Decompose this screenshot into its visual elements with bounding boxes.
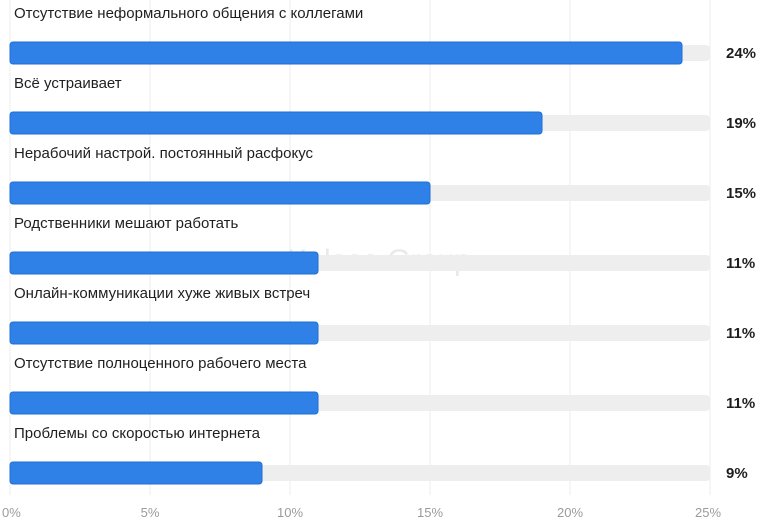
value-label: 11% [726, 255, 755, 272]
bar-row: Отсутствие полноценного рабочего места 11… [9, 355, 755, 415]
bar [9, 111, 543, 135]
value-label: 11% [726, 395, 755, 412]
bar [9, 461, 263, 485]
bar [9, 251, 319, 275]
category-label: Родственники мешают работать [14, 215, 239, 232]
category-label: Всё устраивает [14, 75, 122, 92]
value-label: 19% [726, 115, 756, 132]
bars: Отсутствие неформального общения с колле… [9, 5, 756, 485]
bar [9, 181, 431, 205]
category-label: Отсутствие полноценного рабочего места [14, 355, 307, 372]
value-label: 15% [726, 185, 756, 202]
category-label: Проблемы со скоростью интернета [14, 425, 261, 442]
x-tick-label: 25% [695, 505, 721, 520]
value-label: 9% [726, 465, 748, 482]
x-tick-label: 0% [2, 505, 21, 520]
bar-row: Нерабочий настрой. постоянный расфокус 15… [9, 145, 756, 205]
bar-row: Отсутствие неформального общения с колле… [9, 5, 756, 65]
bar-row: Родственники мешают работать 11% [9, 215, 755, 275]
value-label: 24% [726, 45, 756, 62]
bar [9, 391, 319, 415]
x-tick-label: 5% [141, 505, 160, 520]
x-tick-label: 15% [417, 505, 443, 520]
x-tick-label: 10% [277, 505, 303, 520]
bar [9, 321, 319, 345]
category-label: Онлайн-коммуникации хуже живых встреч [14, 285, 310, 302]
x-axis-ticks: 0% 5% 10% 15% 20% 25% [2, 505, 721, 520]
bar [9, 41, 683, 65]
x-tick-label: 20% [557, 505, 583, 520]
bar-row: Онлайн-коммуникации хуже живых встреч 11% [9, 285, 755, 345]
category-label: Отсутствие неформального общения с колле… [14, 5, 363, 22]
category-label: Нерабочий настрой. постоянный расфокус [14, 145, 314, 162]
bar-row: Всё устраивает 19% [9, 75, 756, 135]
bar-row: Проблемы со скоростью интернета 9% [9, 425, 748, 485]
value-label: 11% [726, 325, 755, 342]
